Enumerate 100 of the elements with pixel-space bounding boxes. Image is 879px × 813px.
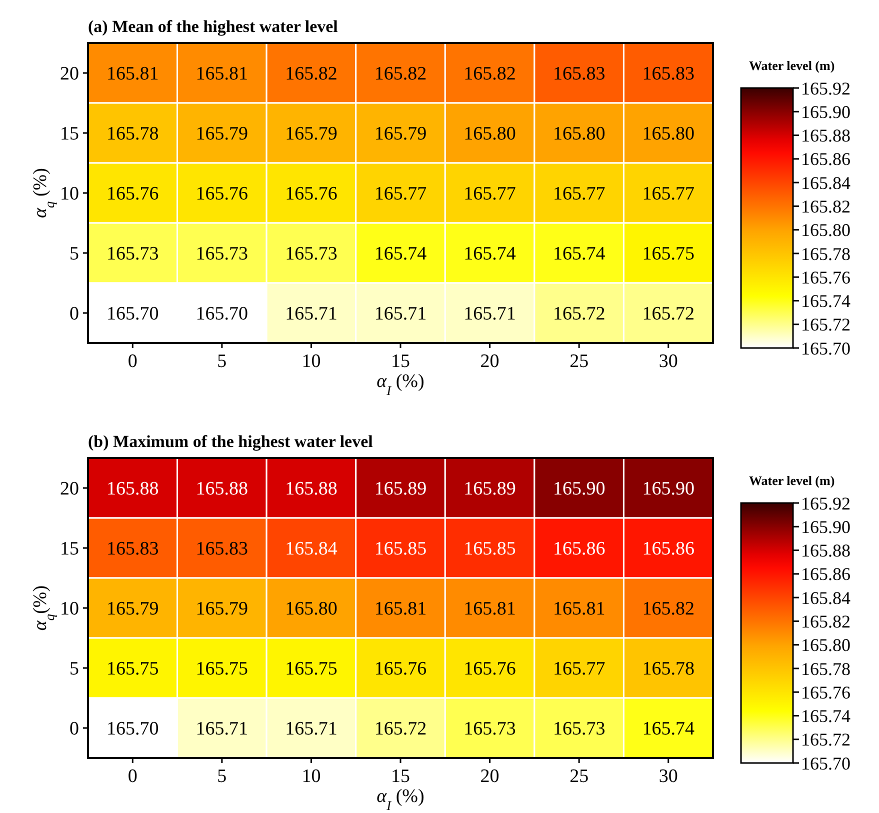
color-bar-label: 165.74 <box>801 706 850 726</box>
data-label: 165.90 <box>642 478 694 500</box>
data-label: 165.86 <box>552 538 606 560</box>
data-label: 165.80 <box>464 124 516 145</box>
y-tick-label: 15 <box>60 124 79 145</box>
data-label: 165.79 <box>285 124 338 145</box>
data-label: 165.90 <box>552 478 606 500</box>
data-label: 165.84 <box>285 538 338 560</box>
color-bar-label: 165.72 <box>801 730 850 750</box>
x-tick-label: 25 <box>570 351 589 372</box>
data-label: 165.75 <box>642 244 694 265</box>
data-label: 165.83 <box>196 538 248 560</box>
data-label: 165.73 <box>196 244 248 265</box>
data-label: 165.79 <box>374 124 427 145</box>
data-label: 165.71 <box>374 304 427 325</box>
data-label: 165.72 <box>642 304 694 325</box>
data-label: 165.73 <box>552 718 606 740</box>
data-label: 165.83 <box>552 64 606 85</box>
x-tick-label: 0 <box>128 766 138 787</box>
color-bar-title: Water level (m) <box>749 58 835 73</box>
x-tick-label: 15 <box>391 351 410 372</box>
data-label: 165.88 <box>106 478 159 500</box>
data-label: 165.76 <box>196 184 248 205</box>
data-label: 165.70 <box>106 718 159 740</box>
data-label: 165.88 <box>196 478 248 500</box>
data-label: 165.71 <box>285 304 338 325</box>
data-label: 165.82 <box>642 598 694 620</box>
data-label: 165.78 <box>106 124 159 145</box>
color-bar-label: 165.82 <box>801 196 850 216</box>
chart-title: (b) Maximum of the highest water level <box>88 432 374 451</box>
y-tick-label: 20 <box>60 478 79 500</box>
data-label: 165.81 <box>464 598 516 620</box>
color-bar-label: 165.90 <box>801 102 850 122</box>
data-label: 165.83 <box>642 64 694 85</box>
color-bar-label: 165.72 <box>801 314 850 335</box>
x-tick-label: 0 <box>128 351 138 372</box>
color-bar-title: Water level (m) <box>749 473 835 488</box>
data-label: 165.80 <box>642 124 694 145</box>
color-bar-label: 165.86 <box>801 149 850 170</box>
data-label: 165.88 <box>285 478 338 500</box>
x-tick-label: 25 <box>570 766 589 787</box>
y-tick-label: 5 <box>70 658 79 680</box>
color-bar-label: 165.92 <box>801 493 850 514</box>
data-label: 165.85 <box>374 538 427 560</box>
data-label: 165.75 <box>106 658 159 680</box>
data-label: 165.76 <box>106 184 159 205</box>
data-label: 165.81 <box>196 64 248 85</box>
x-tick-label: 10 <box>302 351 321 372</box>
data-label: 165.70 <box>106 304 159 325</box>
data-label: 165.77 <box>374 184 427 205</box>
color-bar-label: 165.84 <box>801 172 850 193</box>
color-bar-label: 165.88 <box>801 540 850 561</box>
x-tick-label: 30 <box>658 766 678 787</box>
data-label: 165.79 <box>196 124 248 145</box>
data-label: 165.70 <box>196 304 248 325</box>
x-tick-label: 15 <box>391 766 410 787</box>
x-tick-label: 5 <box>217 766 227 787</box>
color-bar-label: 165.76 <box>801 267 850 288</box>
color-bar-label: 165.70 <box>801 338 850 358</box>
data-label: 165.75 <box>285 658 338 680</box>
y-tick-label: 0 <box>70 718 79 740</box>
color-bar-label: 165.80 <box>801 635 850 656</box>
x-axis-title: α$_{I}$ (%) <box>376 371 424 398</box>
data-label: 165.81 <box>552 598 606 620</box>
color-bar-label: 165.84 <box>801 588 850 608</box>
data-label: 165.80 <box>285 598 338 620</box>
color-bar-label: 165.76 <box>801 682 850 702</box>
data-label: 165.89 <box>464 478 516 500</box>
data-label: 165.77 <box>642 184 694 205</box>
data-label: 165.86 <box>642 538 694 560</box>
data-label: 165.77 <box>552 184 606 205</box>
data-label: 165.81 <box>106 64 159 85</box>
color-bar-label: 165.78 <box>801 244 850 264</box>
data-label: 165.79 <box>196 598 248 620</box>
data-label: 165.89 <box>374 478 427 500</box>
y-tick-label: 0 <box>70 304 79 325</box>
x-axis-title: α$_{I}$ (%) <box>376 786 424 812</box>
data-label: 165.81 <box>374 598 427 620</box>
x-tick-label: 20 <box>480 766 500 787</box>
x-tick-label: 30 <box>658 351 678 372</box>
x-tick-label: 20 <box>480 351 500 372</box>
data-label: 165.79 <box>106 598 159 620</box>
y-tick-label: 10 <box>60 598 79 620</box>
data-label: 165.72 <box>552 304 606 325</box>
data-label: 165.85 <box>464 538 516 560</box>
data-label: 165.71 <box>196 718 248 740</box>
y-tick-label: 20 <box>60 64 79 85</box>
data-label: 165.72 <box>374 718 427 740</box>
data-label: 165.74 <box>374 244 428 265</box>
color-bar-label: 165.88 <box>801 126 850 146</box>
color-bar-label: 165.80 <box>801 220 850 240</box>
data-label: 165.82 <box>374 64 427 85</box>
data-label: 165.82 <box>464 64 516 85</box>
data-label: 165.77 <box>552 658 606 680</box>
data-label: 165.77 <box>464 184 516 205</box>
data-label: 165.71 <box>285 718 338 740</box>
data-label: 165.78 <box>642 658 694 680</box>
color-bar-label: 165.86 <box>801 564 850 584</box>
data-label: 165.74 <box>642 718 695 740</box>
data-label: 165.83 <box>106 538 159 560</box>
